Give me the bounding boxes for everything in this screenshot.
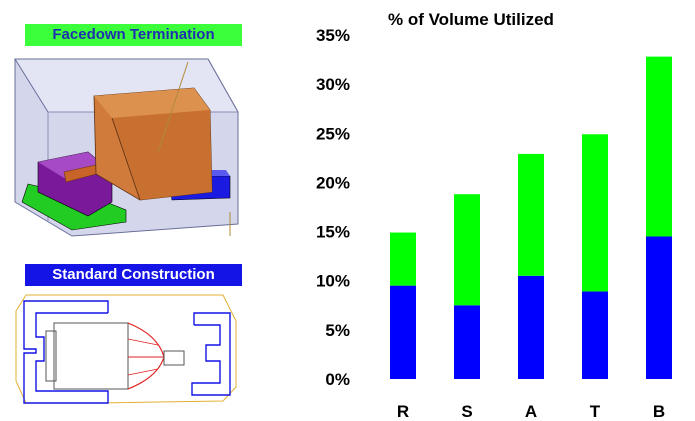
y-tick-label: 5%	[325, 321, 350, 340]
y-tick-label: 15%	[316, 223, 350, 242]
facedown-3d-model-image	[14, 58, 239, 237]
x-tick-label: T	[590, 402, 601, 421]
y-tick-label: 35%	[316, 26, 350, 45]
bar-R-segment-2	[390, 232, 416, 286]
y-tick-label: 20%	[316, 173, 350, 192]
bar-R-segment-1	[390, 285, 416, 379]
y-tick-label: 30%	[316, 75, 350, 94]
bar-B-segment-1	[646, 236, 672, 379]
standard-construction-label: Standard Construction	[25, 264, 242, 286]
y-tick-label: 10%	[316, 272, 350, 291]
bar-T-segment-1	[582, 291, 608, 379]
bar-S-segment-2	[454, 194, 480, 306]
bar-A-segment-2	[518, 153, 544, 276]
facedown-termination-label: Facedown Termination	[25, 24, 242, 46]
y-tick-label: 25%	[316, 124, 350, 143]
x-tick-label: R	[397, 402, 409, 421]
y-axis-ticks: 0% 5% 10% 15% 20% 25% 30% 35%	[316, 26, 350, 389]
bars	[390, 56, 672, 379]
y-tick-label: 0%	[325, 370, 350, 389]
x-tick-label: S	[461, 402, 472, 421]
bar-B-segment-2	[646, 56, 672, 237]
x-tick-label: B	[653, 402, 665, 421]
x-tick-label: A	[525, 402, 537, 421]
bar-S-segment-1	[454, 305, 480, 379]
bar-T-segment-2	[582, 134, 608, 292]
chart-title: % of Volume Utilized	[388, 10, 554, 29]
bar-A-segment-1	[518, 275, 544, 379]
standard-construction-schematic	[15, 294, 237, 404]
